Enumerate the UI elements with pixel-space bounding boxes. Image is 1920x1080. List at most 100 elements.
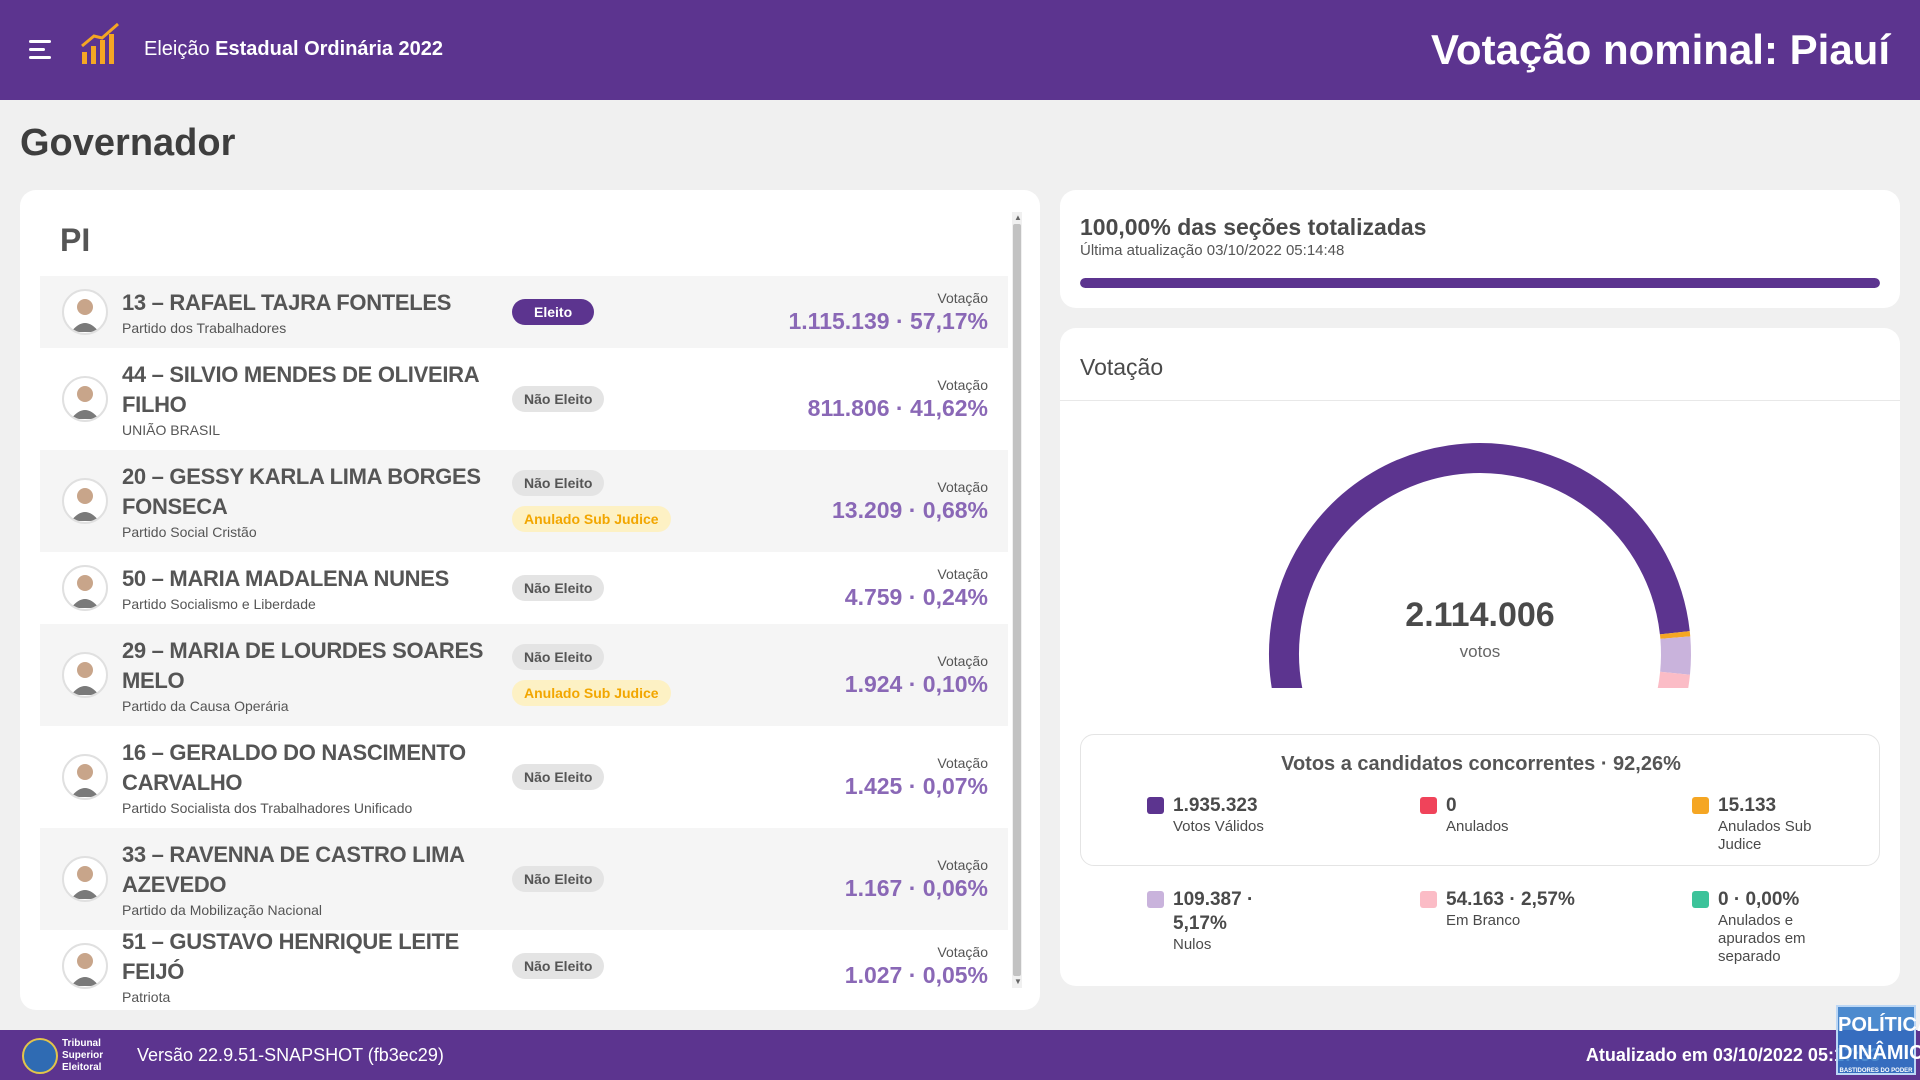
candidate-votes: Votação 13.209 · 0,68%	[832, 479, 988, 524]
candidate-party: Partido Social Cristão	[122, 524, 257, 540]
candidate-votes: Votação 1.027 · 0,05%	[845, 944, 988, 989]
candidate-badges: Não Eleito Anulado Sub Judice	[512, 470, 672, 532]
total-votes: 2.114.006	[1405, 596, 1555, 634]
votes-label: Votação	[937, 565, 988, 582]
status-badge: Não Eleito	[512, 575, 605, 601]
progress-fill	[1080, 278, 1880, 288]
votes-value: 1.924 · 0,10%	[844, 670, 988, 697]
candidate-row[interactable]: 51 – GUSTAVO HENRIQUE LEITE FEIJÓ Patriot…	[40, 929, 1008, 1005]
votes-label: Votação	[937, 376, 988, 393]
status-badge: Não Eleito	[512, 386, 605, 412]
hamburger-menu-icon[interactable]	[29, 40, 53, 60]
candidate-votes: Votação 1.924 · 0,10%	[845, 653, 988, 698]
candidate-name: 13 – RAFAEL TAJRA FONTELES	[122, 290, 452, 315]
status-badge: Eleito	[512, 299, 595, 325]
candidate-row[interactable]: 13 – RAFAEL TAJRA FONTELES Partido dos Tr…	[40, 276, 1008, 348]
total-votes-unit: votos	[1459, 642, 1501, 661]
last-update-text: Última atualização 03/10/2022 05:14:48	[1080, 242, 1345, 259]
sub-judice-badge: Anulado Sub Judice	[512, 680, 671, 706]
candidate-party: Partido da Causa Operária	[122, 698, 289, 714]
candidate-avatar-icon	[62, 652, 108, 698]
votes-value: 1.115.139 · 57,17%	[788, 307, 989, 334]
candidate-party: UNIÃO BRASIL	[122, 422, 221, 438]
candidate-list: 13 – RAFAEL TAJRA FONTELES Partido dos Tr…	[40, 276, 1008, 1005]
candidate-avatar-icon	[62, 943, 108, 989]
candidate-name: 29 – MARIA DE LOURDES SOARES MELO	[122, 638, 484, 693]
candidate-votes: Votação 4.759 · 0,24%	[845, 566, 988, 611]
legend-item: 0 · 0,00% Anulados e apurados em separado	[1692, 888, 1848, 966]
office-title: Governador	[20, 122, 236, 164]
legend-swatch-icon	[1147, 891, 1164, 908]
votes-value: 1.167 · 0,06%	[844, 874, 988, 901]
legend-swatch-icon	[1420, 891, 1437, 908]
version-text: Versão 22.9.51-SNAPSHOT (fb3ec29)	[137, 1045, 444, 1065]
candidate-badges: Não Eleito	[512, 575, 672, 601]
candidate-badges: Não Eleito	[512, 764, 672, 790]
candidate-name: 16 – GERALDO DO NASCIMENTO CARVALHO	[122, 740, 466, 795]
votes-value: 1.425 · 0,07%	[844, 772, 988, 799]
candidate-avatar-icon	[62, 565, 108, 611]
sub-judice-badge: Anulado Sub Judice	[512, 506, 671, 532]
candidate-info: 16 – GERALDO DO NASCIMENTO CARVALHO Parti…	[122, 738, 502, 816]
tse-name: Tribunal Superior Eleitoral	[62, 1038, 104, 1073]
candidate-name: 51 – GUSTAVO HENRIQUE LEITE FEIJÓ	[122, 929, 460, 984]
scroll-down-icon[interactable]: ▼	[1014, 977, 1022, 986]
scroll-up-icon[interactable]: ▲	[1014, 213, 1022, 222]
scrollbar[interactable]: ▲ ▼	[1012, 212, 1022, 988]
candidate-row[interactable]: 50 – MARIA MADALENA NUNES Partido Sociali…	[40, 552, 1008, 624]
gauge-cap-end	[1657, 675, 1688, 688]
candidate-row[interactable]: 29 – MARIA DE LOURDES SOARES MELO Partido…	[40, 624, 1008, 726]
footer: Tribunal Superior Eleitoral Versão 22.9.…	[0, 1030, 1920, 1080]
status-badge: Não Eleito	[512, 764, 605, 790]
candidate-info: 44 – SILVIO MENDES DE OLIVEIRA FILHO UNIÃ…	[122, 360, 502, 438]
candidate-name: 33 – RAVENNA DE CASTRO LIMA AZEVEDO	[122, 842, 464, 897]
votes-panel-title: Votação	[1080, 354, 1164, 380]
legend-item: 15.133 Anulados Sub Judice	[1692, 794, 1848, 854]
legend-label: Anulados	[1446, 818, 1509, 835]
votes-value: 13.209 · 0,68%	[831, 496, 988, 523]
page-title: Votação nominal: Piauí	[1431, 26, 1890, 73]
gauge-segment-validos	[1269, 443, 1690, 688]
legend-value: 1.935.323	[1173, 795, 1258, 816]
candidate-name: 44 – SILVIO MENDES DE OLIVEIRA FILHO	[122, 362, 479, 417]
candidates-panel: PI 13 – RAFAEL TAJRA FONTELES Partido dos…	[20, 190, 1040, 1010]
legend-swatch-icon	[1692, 891, 1709, 908]
election-title: Eleição Estadual Ordinária 2022	[144, 38, 444, 60]
candidate-info: 33 – RAVENNA DE CASTRO LIMA AZEVEDO Parti…	[122, 840, 502, 918]
candidate-avatar-icon	[62, 376, 108, 422]
candidate-row[interactable]: 20 – GESSY KARLA LIMA BORGES FONSECA Part…	[40, 450, 1008, 552]
legend-label: Anulados e apurados em separado	[1718, 912, 1806, 965]
gauge-cap-start	[1272, 675, 1303, 688]
candidate-party: Patriota	[122, 989, 171, 1005]
votes-value: 811.806 · 41,62%	[807, 394, 988, 421]
legend-value: 0	[1446, 795, 1457, 816]
candidate-info: 50 – MARIA MADALENA NUNES Partido Sociali…	[122, 564, 502, 612]
bar-chart-icon	[81, 22, 119, 64]
candidate-row[interactable]: 44 – SILVIO MENDES DE OLIVEIRA FILHO UNIÃ…	[40, 348, 1008, 450]
scrollbar-thumb[interactable]	[1013, 224, 1021, 976]
legend-swatch-icon	[1147, 797, 1164, 814]
candidate-info: 29 – MARIA DE LOURDES SOARES MELO Partido…	[122, 636, 502, 714]
status-badge: Não Eleito	[512, 470, 605, 496]
status-badge: Não Eleito	[512, 866, 605, 892]
candidate-name: 50 – MARIA MADALENA NUNES	[122, 566, 450, 591]
votes-label: Votação	[937, 856, 988, 873]
candidate-party: Partido Socialismo e Liberdade	[122, 596, 316, 612]
legend-value: 109.387 · 5,17%	[1173, 889, 1254, 934]
legend-item: 54.163 · 2,57% Em Branco	[1420, 888, 1576, 930]
candidate-avatar-icon	[62, 289, 108, 335]
legend-label: Em Branco	[1446, 912, 1521, 929]
legend-swatch-icon	[1420, 797, 1437, 814]
legend-item: 1.935.323 Votos Válidos	[1147, 794, 1343, 836]
candidate-row[interactable]: 33 – RAVENNA DE CASTRO LIMA AZEVEDO Parti…	[40, 828, 1008, 930]
gauge-segment-nulos	[1660, 636, 1691, 675]
candidate-badges: Não Eleito	[512, 866, 672, 892]
votes-label: Votação	[937, 943, 988, 960]
divider	[1060, 400, 1900, 401]
candidate-badges: Não Eleito	[512, 386, 672, 412]
tse-logo-icon	[22, 1038, 58, 1074]
totalization-panel: 100,00% das seções totalizadas Última at…	[1060, 190, 1900, 308]
candidate-row[interactable]: 16 – GERALDO DO NASCIMENTO CARVALHO Parti…	[40, 726, 1008, 828]
candidate-votes: Votação 1.425 · 0,07%	[845, 755, 988, 800]
top-header: Eleição Estadual Ordinária 2022 Votação …	[0, 0, 1920, 100]
